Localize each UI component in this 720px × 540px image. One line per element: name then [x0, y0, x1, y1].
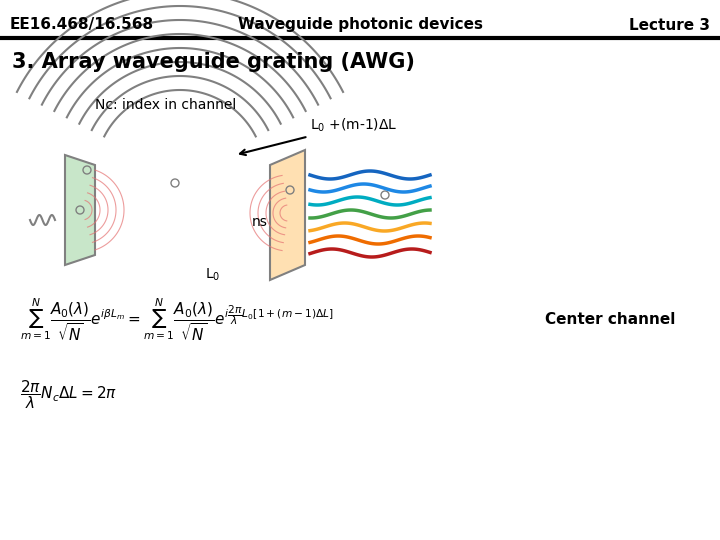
- Text: $\dfrac{2\pi}{\lambda} N_c \Delta L = 2\pi$: $\dfrac{2\pi}{\lambda} N_c \Delta L = 2\…: [20, 379, 117, 411]
- Text: L$_0$: L$_0$: [205, 267, 220, 283]
- Text: Nc: index in channel: Nc: index in channel: [95, 98, 236, 112]
- Text: Waveguide photonic devices: Waveguide photonic devices: [238, 17, 482, 32]
- Polygon shape: [65, 155, 95, 265]
- Text: $\sum_{m=1}^{N} \dfrac{A_0(\lambda)}{\sqrt{N}} e^{i\beta L_m} = \sum_{m=1}^{N} \: $\sum_{m=1}^{N} \dfrac{A_0(\lambda)}{\sq…: [20, 297, 334, 343]
- Text: ns: ns: [252, 215, 268, 229]
- Text: 3. Array waveguide grating (AWG): 3. Array waveguide grating (AWG): [12, 52, 415, 72]
- Polygon shape: [270, 150, 305, 280]
- Text: L$_0$ +(m-1)ΔL: L$_0$ +(m-1)ΔL: [240, 116, 397, 155]
- Text: Lecture 3: Lecture 3: [629, 17, 710, 32]
- Text: EE16.468/16.568: EE16.468/16.568: [10, 17, 154, 32]
- Text: Center channel: Center channel: [545, 313, 675, 327]
